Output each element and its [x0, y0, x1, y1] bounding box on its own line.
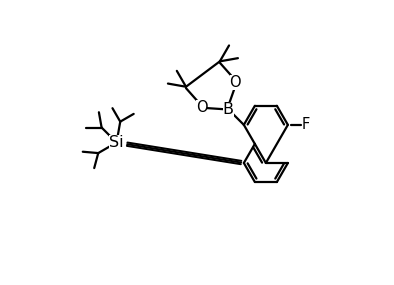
Text: O: O	[196, 100, 207, 115]
Text: O: O	[230, 75, 241, 90]
Text: B: B	[223, 102, 234, 117]
Text: Si: Si	[109, 135, 124, 150]
Text: F: F	[302, 117, 310, 132]
